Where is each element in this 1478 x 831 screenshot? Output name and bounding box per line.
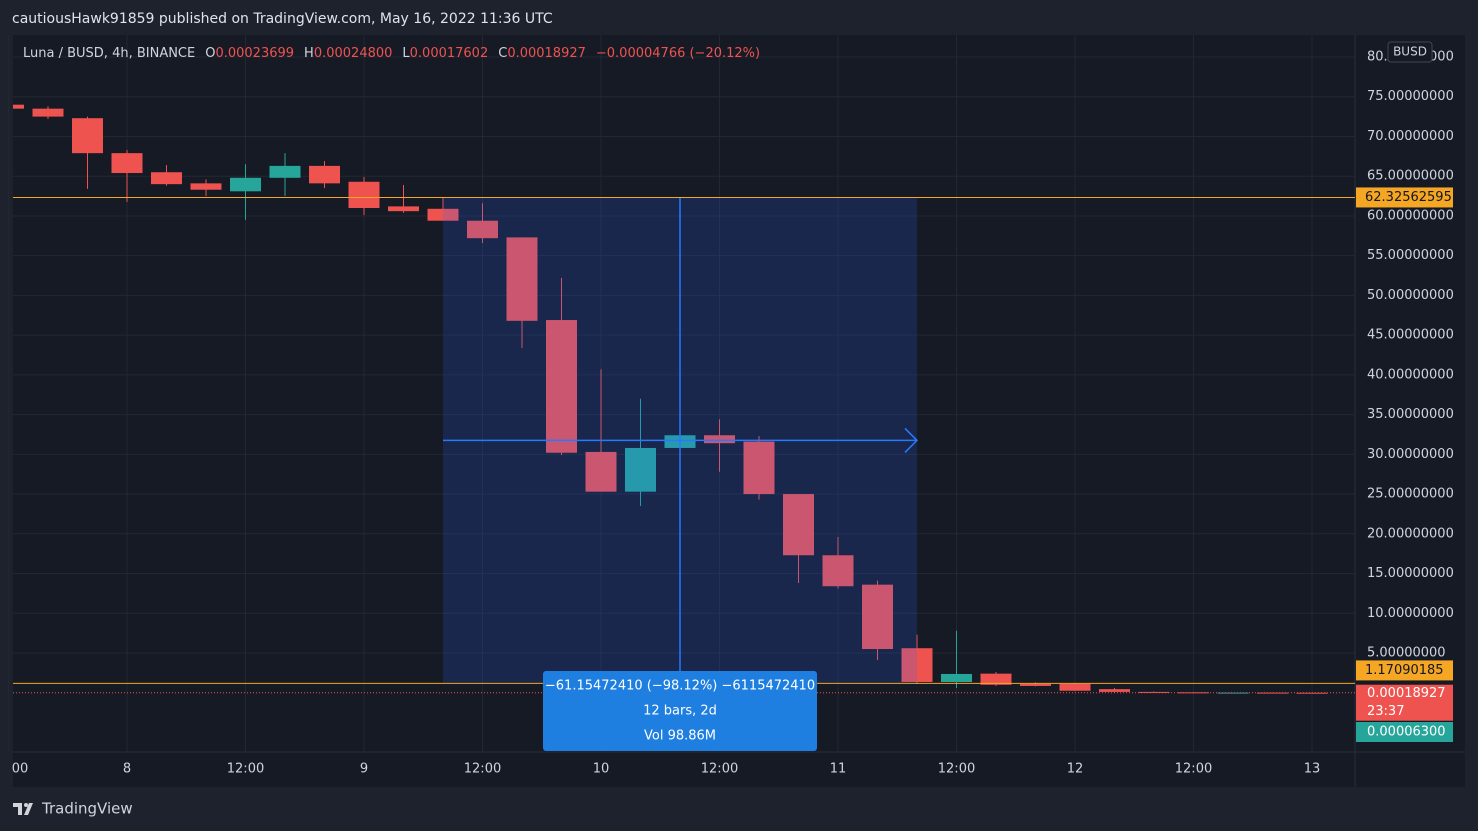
currency-badge	[1387, 41, 1433, 63]
measure-arrow	[904, 427, 919, 453]
o-label: O	[205, 46, 215, 61]
candle-body	[625, 447, 656, 492]
candle-body	[151, 172, 182, 185]
candle-body	[348, 181, 380, 208]
last-price-bg	[1356, 684, 1453, 721]
x-tick-label: 9	[360, 762, 368, 777]
candle-body	[546, 320, 577, 453]
candle-body	[467, 220, 498, 239]
y-tick-label: 15.00000000	[1367, 566, 1454, 581]
candle-body	[1020, 683, 1051, 686]
measure-text: Vol 98.86M	[644, 729, 716, 744]
footer-logo	[13, 803, 33, 815]
candle-body	[1178, 692, 1209, 694]
candle-body	[704, 435, 735, 444]
last-price-label: 0.00018927	[1367, 686, 1446, 701]
y-tick-label: 75.00000000	[1367, 89, 1454, 104]
legend: Luna / BUSD, 4h, BINANCE O0.00023699 H0.00…	[23, 46, 760, 61]
x-tick-label: 13	[1304, 762, 1321, 777]
price-label: 62.32562595	[1365, 190, 1452, 205]
grid	[8, 35, 1355, 752]
candle-body	[901, 648, 933, 682]
logo-dot	[24, 803, 28, 807]
candle-body	[862, 584, 893, 650]
candle-body	[111, 153, 143, 174]
high: 0.00024800	[314, 46, 393, 61]
candle-body	[822, 555, 854, 587]
chart-frame	[13, 35, 1465, 787]
candle-body	[13, 104, 24, 109]
candle-body	[309, 165, 340, 184]
x-tick-label: 12:00	[227, 762, 264, 777]
l-label: L	[402, 46, 410, 61]
candle-body	[783, 494, 814, 556]
candle-body	[1099, 689, 1130, 692]
measure-text: 12 bars, 2d	[643, 704, 717, 719]
low-price-bg	[1356, 722, 1453, 742]
candle-body	[506, 237, 538, 321]
measure-tooltip	[543, 671, 817, 751]
change: −0.00004766 (−20.12%)	[596, 46, 760, 61]
candle-body	[743, 441, 775, 495]
candle-body	[1059, 683, 1091, 691]
x-tick-label: 12:00	[464, 762, 501, 777]
price-label-bg	[1356, 660, 1453, 681]
x-tick-label: 12:00	[701, 762, 738, 777]
candle-body	[32, 108, 64, 117]
overlay	[443, 197, 919, 684]
candle-body	[269, 165, 301, 178]
plot	[13, 104, 1328, 694]
close: 0.00018927	[507, 46, 586, 61]
price-label-bg	[1356, 187, 1453, 208]
x-tick-label: 10	[593, 762, 610, 777]
x-tick-label: 00	[12, 762, 29, 777]
y-tick-label: 20.00000000	[1367, 526, 1454, 541]
y-tick-label: 25.00000000	[1367, 487, 1454, 502]
candle-body	[427, 208, 459, 221]
y-tick-label: 40.00000000	[1367, 367, 1454, 382]
x-tick-label: 8	[123, 762, 131, 777]
measure-text: −61.15472410 (−98.12%) −6115472410	[545, 679, 815, 694]
header-title: cautiousHawk91859 published on TradingVi…	[12, 11, 553, 27]
y-tick-label: 5.00000000	[1367, 645, 1446, 660]
candle-body	[1217, 692, 1249, 694]
symbol: Luna / BUSD, 4h, BINANCE	[23, 46, 195, 61]
logo-mark	[13, 803, 33, 815]
x-tick-label: 11	[830, 762, 847, 777]
h-label: H	[304, 46, 314, 61]
candle-body	[230, 177, 261, 192]
candle-body	[72, 118, 103, 154]
candle-body	[941, 673, 972, 682]
price-label: 1.17090185	[1365, 663, 1444, 678]
y-tick-label: 45.00000000	[1367, 328, 1454, 343]
y-tick-label: 65.00000000	[1367, 169, 1454, 184]
countdown: 23:37	[1367, 704, 1404, 719]
candle-body	[388, 206, 419, 212]
y-tick-label: 10.00000000	[1367, 606, 1454, 621]
candle-body	[190, 183, 222, 190]
y-tick-label: 30.00000000	[1367, 447, 1454, 462]
open: 0.00023699	[215, 46, 294, 61]
y-tick-label: 70.00000000	[1367, 129, 1454, 144]
currency: BUSD	[1393, 45, 1427, 59]
candle-body	[980, 673, 1012, 685]
x-tick-label: 12:00	[1175, 762, 1212, 777]
y-tick-label: 55.00000000	[1367, 248, 1454, 263]
c-label: C	[498, 46, 507, 61]
footer-brand[interactable]: TradingView	[41, 800, 133, 818]
low-price-label: 0.00006300	[1367, 725, 1446, 740]
y-tick-label: 50.00000000	[1367, 288, 1454, 303]
x-tick-label: 12	[1067, 762, 1084, 777]
x-tick-label: 12:00	[938, 762, 975, 777]
candle-body	[1257, 692, 1288, 694]
y-tick-label: 60.00000000	[1367, 208, 1454, 223]
y-tick-label: 35.00000000	[1367, 407, 1454, 422]
candle-body	[585, 451, 617, 492]
low: 0.00017602	[410, 46, 489, 61]
